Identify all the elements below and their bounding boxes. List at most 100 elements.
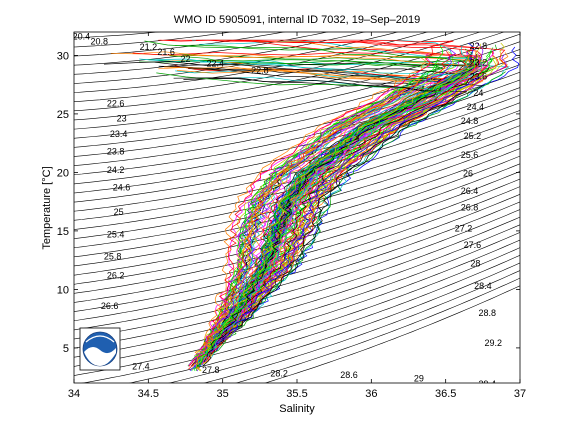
isopycnal-label: 28.2 (270, 369, 288, 379)
profile-line (209, 45, 467, 349)
isopycnal-line (74, 193, 520, 322)
profile-line (208, 83, 444, 351)
isopycnal-label: 28.8 (479, 308, 497, 318)
isopycnal-label: 22.6 (107, 98, 125, 108)
isopycnal-label: 24.8 (461, 116, 479, 126)
isopycnal-line (74, 232, 520, 367)
isopycnal-line (74, 239, 520, 376)
isopycnal-line (74, 79, 520, 185)
y-axis: 5 10 15 20 25 30 (57, 50, 520, 355)
chart-title: WMO ID 5905091, internal ID 7032, 19–Sep… (174, 14, 420, 26)
isopycnal-label: 23.4 (110, 129, 128, 139)
isopycnal-label: 25.2 (464, 131, 482, 141)
isopycnal-label: 25.6 (461, 150, 479, 160)
profile-line (209, 51, 470, 351)
y-tick-label: 20 (57, 167, 69, 179)
isopycnal-label: 22.8 (470, 41, 488, 51)
isopycnal-label: 24 (473, 88, 483, 98)
y-tick-label: 15 (57, 226, 69, 238)
isopycnal-line (74, 216, 520, 349)
isopycnal-line (74, 140, 520, 258)
isopycnal-line (264, 285, 520, 383)
isopycnal-labels: 20.4 20.8 21.2 21.6 22 22.4 22.8 22.6 23 23.4 23.8… (74, 32, 502, 389)
y-tick-label: 5 (63, 343, 69, 355)
isopycnal-label: 27.4 (132, 362, 150, 372)
isopycnal-line (74, 32, 162, 39)
profile-line (206, 61, 483, 350)
profile-line (188, 68, 484, 357)
profile-line (197, 72, 476, 364)
isopycnal-line (74, 224, 520, 358)
isopycnal-label: 23.2 (470, 57, 488, 67)
isopycnal-line (74, 32, 505, 121)
x-tick-label: 35.5 (286, 388, 307, 400)
isopycnal-label: 28 (470, 259, 480, 269)
isopycnal-line (74, 209, 520, 340)
profile-line (194, 85, 405, 357)
profile-line (192, 87, 408, 371)
y-tick-label: 30 (57, 50, 69, 62)
isopycnal-label: 23.6 (470, 71, 488, 81)
isopycnal-line (235, 277, 520, 383)
x-tick-label: 36 (365, 388, 377, 400)
isopycnal-line (74, 32, 329, 66)
noaa-logo (79, 327, 121, 371)
profile-line (199, 58, 478, 362)
isopycnal-label: 26.8 (461, 203, 479, 213)
isopycnal-line (74, 178, 520, 303)
isopycnal-line (74, 32, 233, 48)
isopycnal-label: 28.4 (474, 281, 492, 291)
x-tick-label: 35 (217, 388, 229, 400)
profile-line (203, 68, 473, 357)
isopycnal-label: 26.4 (461, 186, 479, 196)
profile-line (195, 39, 454, 350)
profile-line (194, 39, 445, 357)
profile-series (103, 39, 520, 372)
isopycnal-label: 22.4 (206, 59, 224, 69)
profile-line (207, 39, 509, 362)
isopycnal-label: 24.4 (467, 102, 485, 112)
x-axis: 34 34.5 35 35.5 36 36.5 37 (68, 32, 526, 400)
isopycnal-label: 25.8 (104, 252, 122, 262)
isopycnal-label: 21.2 (140, 42, 158, 52)
isopycnal-label: 23.8 (107, 146, 125, 156)
profile-line (183, 78, 468, 367)
isopycnal-line (81, 247, 520, 383)
x-tick-label: 37 (514, 388, 526, 400)
isopycnal-label: 25.4 (107, 229, 125, 239)
isopycnal-label: 26.2 (107, 270, 125, 280)
isopycnal-label: 26 (463, 169, 473, 179)
profile-line (143, 51, 476, 353)
x-tick-label: 34.5 (138, 388, 159, 400)
isopycnal-label: 29 (414, 373, 424, 383)
isopycnal-label: 24.2 (107, 165, 125, 175)
isopycnal-label: 29.4 (479, 379, 497, 389)
x-axis-label: Salinity (279, 403, 315, 415)
isopycnal-line (128, 254, 520, 383)
isopycnal-line (74, 186, 520, 312)
profile-line (196, 82, 419, 365)
isopycnal-label: 20.8 (91, 36, 109, 46)
profile-line (204, 74, 483, 363)
isopycnal-label: 22.8 (251, 66, 269, 76)
isopycnal-label: 27.8 (202, 365, 220, 375)
isopycnal-label: 25 (114, 207, 124, 217)
isopycnal-line (74, 201, 520, 331)
x-tick-label: 34 (68, 388, 80, 400)
profile-line (205, 64, 488, 360)
isopycnal-label: 26.6 (101, 301, 119, 311)
y-tick-label: 10 (57, 284, 69, 296)
isopycnal-line (203, 270, 520, 383)
isopycnal-line (74, 155, 520, 276)
isopycnal-label: 28.6 (340, 370, 358, 380)
x-tick-label: 36.5 (435, 388, 456, 400)
profile-line (195, 61, 474, 370)
isopycnal-label: 22 (180, 54, 190, 64)
isopycnal-line (74, 32, 286, 57)
isopycnal-label: 24.6 (113, 183, 131, 193)
isopycnal-label: 29.2 (484, 338, 502, 348)
y-tick-label: 25 (57, 109, 69, 121)
isopycnal-label: 27.2 (455, 224, 473, 234)
profile-line (209, 56, 498, 357)
